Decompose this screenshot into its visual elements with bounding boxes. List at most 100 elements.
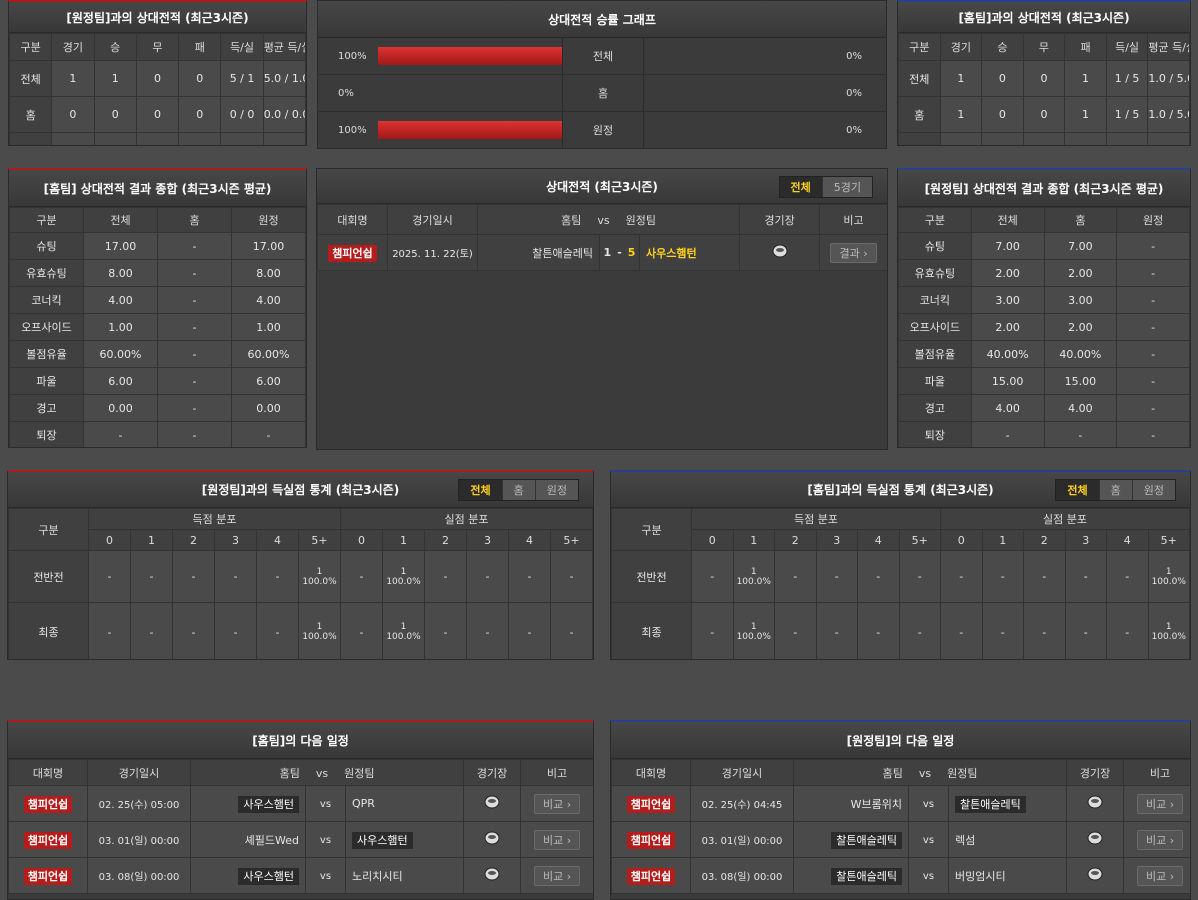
row: 퇴장 - - - <box>9 421 306 447</box>
cell: - <box>83 421 158 447</box>
cell: - <box>424 550 467 603</box>
score-away: 5 <box>627 246 636 259</box>
tab[interactable]: 전체 <box>1056 480 1099 500</box>
count: 1 <box>750 566 757 577</box>
cell: 1 <box>51 60 95 97</box>
tab[interactable]: 전체 <box>779 177 822 197</box>
button[interactable]: 비교 › <box>1136 865 1184 886</box>
away-rate: 0% <box>846 87 862 99</box>
header-cell: 득점 분포 <box>88 508 341 530</box>
header-cell: 전체 <box>83 207 158 233</box>
tab[interactable]: 전체 <box>459 480 502 500</box>
cell: 1 <box>93 132 137 145</box>
cell: - <box>898 550 941 603</box>
cell: 03. 08(일) 00:00 <box>87 857 191 894</box>
cell <box>463 857 522 894</box>
vs: vs <box>319 799 332 810</box>
header-cell: 홈 <box>1043 207 1118 233</box>
header-cell: 2 <box>1023 529 1066 551</box>
away-team: 사우스햄턴 <box>646 246 697 260</box>
cell: 사우스햄턴 <box>190 857 306 894</box>
cell: 퇴장 <box>9 421 84 447</box>
header-part: 홈팀 <box>882 766 903 780</box>
row: 경고 0.00-0.00 <box>9 394 306 422</box>
cell: 1 100.0% <box>382 550 425 603</box>
cell: 1.00 <box>83 313 158 341</box>
header-cell: 승 <box>981 33 1024 61</box>
cell: - <box>815 602 858 659</box>
cell: - <box>88 550 131 603</box>
header-cell: 경기 <box>51 33 95 61</box>
tabs: 전체 홈 원정 <box>1055 479 1176 501</box>
tab[interactable]: 원정 <box>1131 480 1175 500</box>
header-cell: 4 <box>857 529 900 551</box>
tab[interactable]: 원정 <box>534 480 578 500</box>
cell: 4.00 <box>231 286 306 314</box>
cell: - <box>1023 550 1066 603</box>
header-part: 원정팀 <box>625 213 656 227</box>
button-label: 비교 <box>1145 869 1167 883</box>
button[interactable]: 비교 › <box>533 865 581 886</box>
cell: 0 <box>1022 60 1066 97</box>
cell: - <box>1064 602 1107 659</box>
header-cell: 1 <box>732 529 775 551</box>
button[interactable]: 비교 › <box>1136 793 1184 814</box>
tab[interactable]: 홈 <box>501 480 535 500</box>
cell: vs <box>908 821 949 858</box>
panel-title: [홈팀]과의 득실점 통계 (최근3시즌) 전체 홈 원정 <box>611 472 1190 508</box>
cell: - <box>172 602 215 659</box>
button[interactable]: 비교 › <box>1136 829 1184 850</box>
panel-title: [원정팀]과의 득실점 통계 (최근3시즌) 전체 홈 원정 <box>8 472 593 508</box>
cell: - <box>898 602 941 659</box>
panel-title: [홈팀]의 다음 일정 <box>8 722 593 759</box>
cell: 2.00 <box>1043 313 1118 341</box>
cell: 전체 <box>9 60 53 97</box>
header-cell: 2 <box>172 529 215 551</box>
row: 볼점유율 60.00% -60.00% <box>9 340 306 368</box>
score-home: 1 <box>603 246 612 259</box>
cell <box>1066 785 1125 822</box>
row: 오프사이드 1.00-1.00 <box>9 313 306 341</box>
button[interactable]: 결과 › <box>830 242 877 263</box>
header-part: 홈팀 <box>561 213 582 227</box>
cell: - <box>1116 232 1190 260</box>
summary-away-panel: [원정팀] 상대전적 결과 종합 (최근3시즌 평균) 구분 전체 홈 원정 슈팅 7.00… <box>897 168 1191 448</box>
percent: 100.0% <box>386 576 421 587</box>
cell: - <box>508 550 551 603</box>
goals-home-panel: [홈팀]과의 득실점 통계 (최근3시즌) 전체 홈 원정 구분 득점 분포 실점 분포 0 1… <box>610 470 1191 660</box>
header-cell: 득/실 <box>220 33 264 61</box>
count: 1 <box>1165 566 1172 577</box>
header-cell: 2 <box>424 529 467 551</box>
cell: - <box>691 550 734 603</box>
button-label: 비교 <box>542 797 564 811</box>
row-label-box: 원정 <box>562 112 644 148</box>
cell: 1 <box>1064 60 1107 97</box>
header-cell: 패 <box>178 33 222 61</box>
row: 슈팅 17.00-17.00 <box>9 232 306 260</box>
button[interactable]: 비교 › <box>533 829 581 850</box>
cell: - <box>774 550 817 603</box>
button-label: 비교 <box>1145 797 1167 811</box>
cell: 03. 01(일) 00:00 <box>87 821 191 858</box>
cell: 5 / 1 <box>220 132 264 145</box>
row: 원정00000 / 00.0 / 0.0 <box>898 132 1190 145</box>
panel-title: 상대전적 승률 그래프 <box>318 1 886 38</box>
cell: 1 <box>51 132 95 145</box>
button[interactable]: 비교 › <box>533 793 581 814</box>
title-text: [홈팀]과의 득실점 통계 (최근3시즌) <box>807 483 994 497</box>
row: 전반전 -1 100.0% - - - - - - - - -1 100.0% <box>611 550 1190 603</box>
header-cell: 경기장 <box>463 759 522 786</box>
cell: 8.00 <box>231 259 306 287</box>
header-row: 0 1 2 3 4 5+ 0 1 2 3 4 5+ <box>612 529 1190 551</box>
header-cell: 4 <box>508 529 551 551</box>
cell: 노리치시티 <box>344 857 465 894</box>
cell: 챔피언쉽 <box>8 821 88 858</box>
header-cell: 승 <box>93 33 137 61</box>
cell: - <box>466 602 509 659</box>
stadium-icon <box>772 244 788 258</box>
tab[interactable]: 5경기 <box>821 177 872 197</box>
tab[interactable]: 홈 <box>1098 480 1132 500</box>
recent-panel: 상대전적 (최근3시즌) 전체 5경기 대회명 경기일시 홈팀 vs 원정팀 경기장 비고 챔피언쉽… <box>316 168 888 450</box>
cell: 찰튼애슬레틱 <box>477 234 600 271</box>
button-label: 비교 <box>542 869 564 883</box>
